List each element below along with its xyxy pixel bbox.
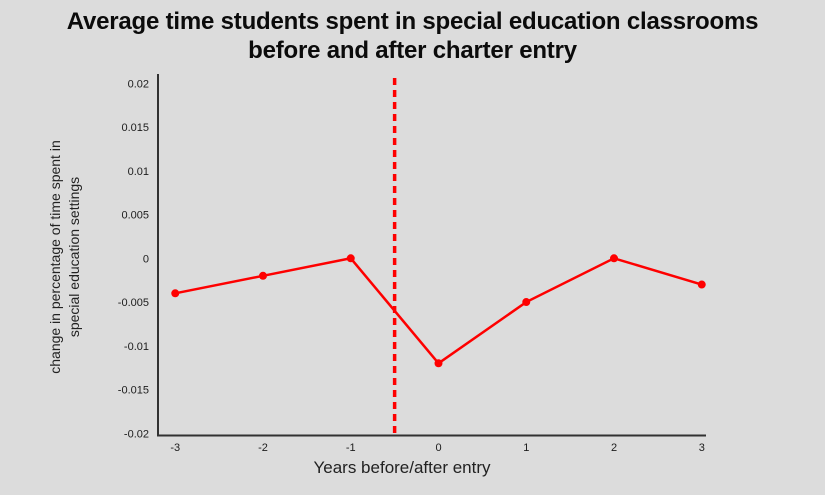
y-tick-labels: 0.02 0.015 0.01 0.005 0 -0.005 -0.01 -0.015 -0.0…: [118, 78, 149, 440]
x-axis-title: Years before/after entry: [313, 458, 491, 477]
x-tick-label: 2: [611, 442, 617, 454]
data-point: [434, 359, 443, 368]
chart-title-line-2: before and after charter entry: [248, 37, 577, 64]
data-point: [697, 280, 706, 289]
y-tick-label: 0.005: [121, 210, 149, 222]
x-tick-label: -2: [258, 442, 268, 454]
y-tick-label: 0.015: [121, 122, 149, 134]
data-point: [171, 289, 180, 298]
y-tick-label: -0.01: [124, 341, 149, 353]
y-tick-label: -0.015: [118, 385, 149, 397]
y-tick-label: 0: [143, 253, 149, 265]
x-tick-label: 0: [435, 442, 441, 454]
data-point: [346, 254, 355, 263]
x-tick-labels: -3 -2 -1 0 1 2 3: [170, 442, 704, 454]
x-tick-label: -1: [346, 442, 356, 454]
x-tick-label: 3: [699, 442, 705, 454]
y-tick-label: -0.02: [124, 428, 149, 440]
y-tick-label: 0.02: [128, 78, 149, 90]
data-point: [522, 298, 531, 307]
x-tick-label: -3: [170, 442, 180, 454]
data-point: [610, 254, 618, 263]
y-tick-label: 0.01: [128, 166, 149, 178]
data-line: [175, 256, 703, 365]
chart-title: Average time students spent in special e…: [0, 7, 825, 65]
data-points: [171, 254, 706, 368]
data-point: [259, 271, 267, 280]
x-tick-label: 1: [523, 442, 529, 454]
chart-title-line-1: Average time students spent in special e…: [66, 8, 759, 35]
y-tick-label: -0.005: [118, 297, 149, 309]
